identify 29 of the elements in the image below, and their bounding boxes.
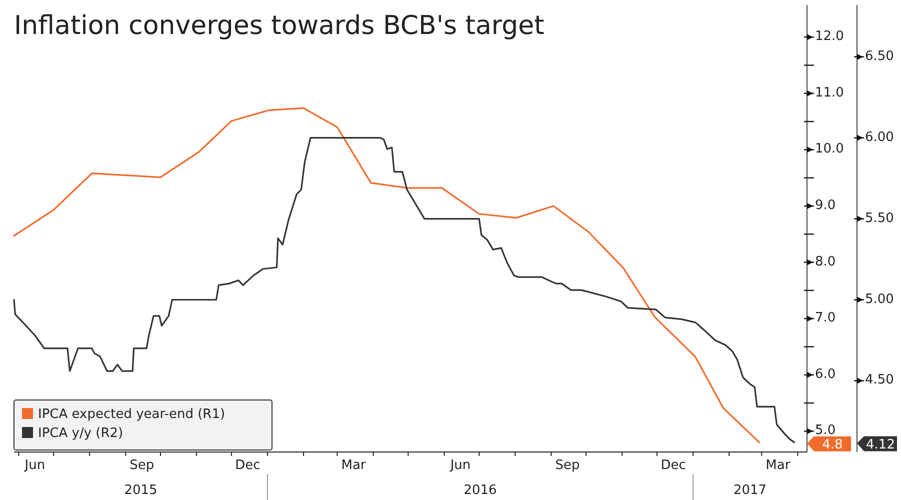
- y2-tick-label: 6.00: [865, 130, 894, 145]
- y2-tick-label: 6.50: [865, 48, 894, 64]
- y-tick-label: 9.0: [815, 198, 836, 213]
- y-tick-label: 12.0: [815, 29, 844, 44]
- x-tick-label: Sep: [555, 458, 580, 473]
- legend-label: IPCA y/y (R2): [38, 426, 124, 441]
- chart-title: Inflation converges towards BCB's target: [14, 11, 544, 41]
- y-tick-label: 5.0: [815, 423, 836, 438]
- x-tick-label: Mar: [341, 458, 366, 473]
- y-tick-label: 8.0: [815, 254, 836, 270]
- text: 2016: [464, 483, 497, 498]
- y-tick-label: 6.0: [815, 366, 836, 382]
- y2-tick-label: 5.50: [865, 210, 894, 226]
- legend-label: IPCA expected year-end (R1): [38, 407, 226, 422]
- value-tag: 4.8: [807, 436, 851, 452]
- y-tick-label: 7.0: [815, 310, 836, 326]
- x-tick-label: Mar: [766, 458, 791, 473]
- y2-tick-label: 4.50: [865, 372, 894, 388]
- x-tick-label: Dec: [235, 458, 260, 473]
- text: 2017: [733, 483, 767, 498]
- x-tick-label: Jun: [24, 458, 46, 473]
- text: 2015: [124, 483, 158, 498]
- y2-tick-label: 5.00: [865, 292, 894, 307]
- x-tick-label: Jun: [449, 458, 471, 473]
- x-tick-label: Dec: [660, 458, 686, 473]
- value-tag: 4.12: [857, 436, 897, 452]
- y-tick-label: 10.0: [815, 142, 844, 157]
- y-tick-label: 11.0: [815, 85, 844, 100]
- x-tick-label: Sep: [130, 458, 154, 473]
